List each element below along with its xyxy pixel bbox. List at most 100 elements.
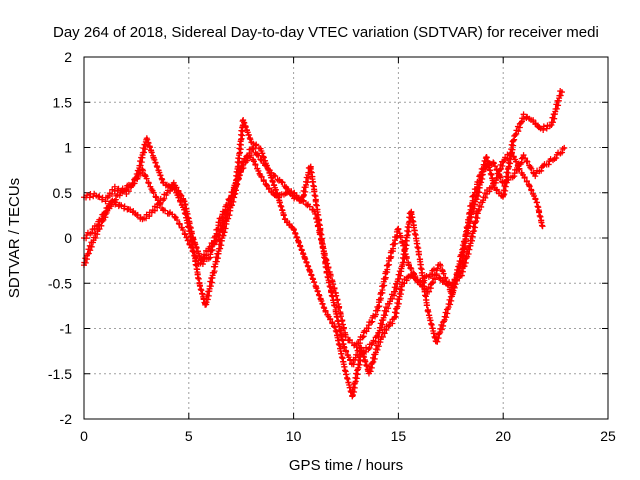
data-point [118,202,125,209]
data-point [241,119,248,126]
data-point [242,122,249,129]
data-point [284,217,291,224]
data-point [263,181,270,188]
data-point [500,192,507,199]
data-point [303,258,310,265]
data-point [338,354,345,361]
data-point [263,162,270,169]
data-point [300,193,307,200]
data-point [245,131,252,138]
data-point [95,193,102,200]
data-point [204,296,211,303]
data-point [331,324,338,331]
y-tick-label: 1.5 [53,94,73,110]
data-point [255,167,262,174]
data-point [259,150,266,157]
data-point [304,179,311,186]
data-point [250,158,257,165]
x-tick-label: 0 [80,428,88,444]
data-point [336,327,343,334]
data-point [310,182,317,189]
data-point [368,341,375,348]
data-point [309,178,316,185]
data-point [500,158,507,165]
data-point [111,183,118,190]
data-point [293,192,300,199]
y-tick-label: -1.5 [48,366,72,382]
x-tick-label: 5 [185,428,193,444]
data-point [528,186,535,193]
data-point [146,143,153,150]
data-point [193,243,200,250]
data-point [252,142,259,149]
data-point [121,203,128,210]
data-point [513,158,520,165]
data-point [341,367,348,374]
data-point [298,246,305,253]
data-point [326,283,333,290]
data-point [277,202,284,209]
data-point [283,189,290,196]
data-point [296,242,303,249]
y-tick-label: -2 [60,411,73,427]
data-point [558,89,565,96]
data-point [199,290,206,297]
data-point [408,271,415,278]
data-point [307,268,314,275]
data-point [483,154,490,161]
data-point [532,195,539,202]
data-point [404,274,411,281]
data-point [150,189,157,196]
y-tick-labels: -2 -1.5 -1 -0.5 0 0.5 1 1.5 2 [48,49,72,427]
data-point [385,323,392,330]
data-point [176,221,183,228]
data-point [408,265,415,272]
data-point [268,174,275,181]
data-point [197,286,204,293]
data-point [145,139,152,146]
data-point [395,226,402,233]
data-point [321,254,328,261]
data-point [175,187,182,194]
data-point [538,222,545,229]
x-tick-label: 15 [391,428,407,444]
data-point [430,330,437,337]
data-point [275,194,282,201]
data-point [331,302,338,309]
data-point [195,274,202,281]
data-point [526,183,533,190]
data-point [99,218,106,225]
y-axis-label: SDTVAR / TECUs [6,178,23,298]
data-points [81,88,568,400]
x-axis-label: GPS time / hours [289,457,403,474]
data-point [317,230,324,237]
data-point [166,210,173,217]
data-point [496,166,503,173]
data-point [320,304,327,311]
data-point [508,149,515,156]
y-tick-label: 0 [64,230,72,246]
data-point [145,180,152,187]
data-point [290,227,297,234]
data-point [334,317,341,324]
data-point [340,325,347,332]
data-point [260,177,267,184]
data-point [475,207,482,214]
data-point [411,227,418,234]
data-point [319,240,326,247]
data-point [514,162,521,169]
data-point [330,281,337,288]
data-point [521,174,528,181]
data-point [192,261,199,268]
data-point [264,165,271,172]
data-point [523,178,530,185]
data-point [116,192,123,199]
data-point [258,173,265,180]
data-point [316,221,323,228]
data-point [270,181,277,188]
plot-frame [83,56,609,420]
data-point [437,262,444,269]
x-tick-labels: 0 5 10 15 20 25 [80,428,616,444]
data-point [517,119,524,126]
data-point [408,214,415,221]
